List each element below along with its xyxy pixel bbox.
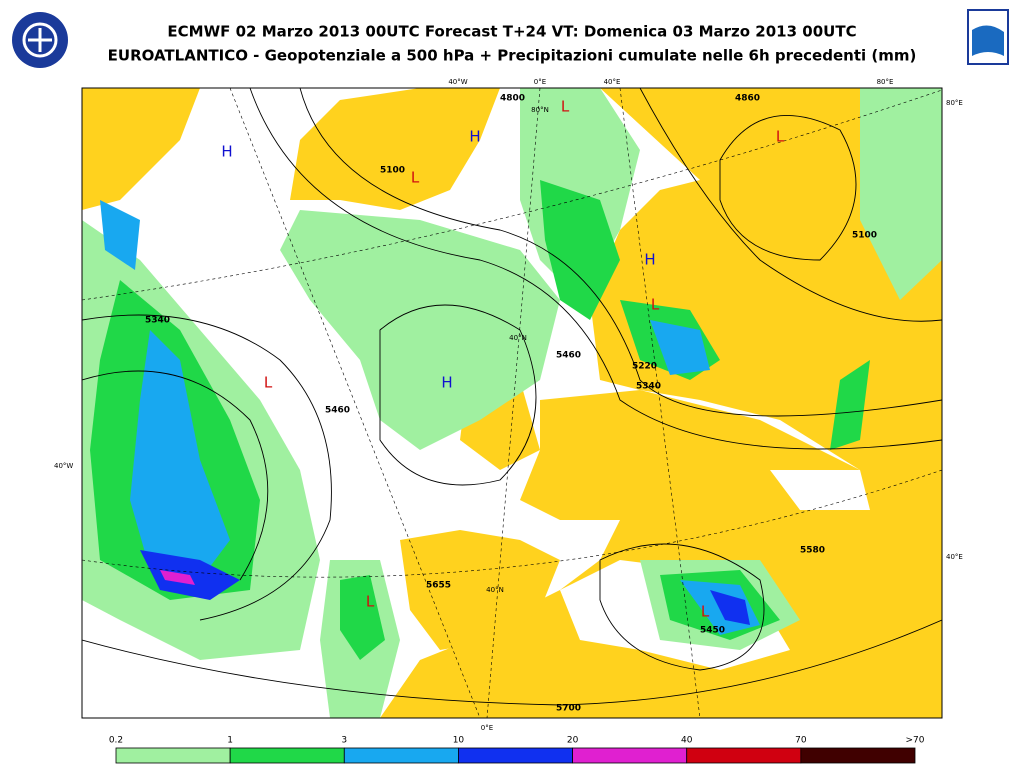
legend-label: 3 [341,736,347,746]
subtitle: EUROATLANTICO - Geopotenziale a 500 hPa … [108,47,917,65]
low: L [264,374,273,392]
low: L [776,128,785,146]
high: H [441,374,452,392]
legend-label: 1 [227,736,233,746]
contour-label: 5450 [700,626,725,636]
contour-label: 5340 [636,382,661,392]
lon-label: 40°E [946,553,963,561]
contour-label: 5340 [145,316,170,326]
legend-label: 70 [795,736,807,746]
contour-label: 5700 [556,704,581,714]
lon-label: 80°E [946,99,963,107]
title: ECMWF 02 Marzo 2013 00UTC Forecast T+24 … [167,23,856,41]
low: L [701,603,710,621]
high: H [469,128,480,146]
high: H [644,251,655,269]
map: 80°N 40°N 40°N 5100 5100 5340 5460 5220 … [82,88,942,718]
contour-label: 5220 [632,362,657,372]
legend-swatch [686,747,802,764]
low: L [411,169,420,187]
lon-label: 0°E [481,724,493,732]
legend: 0.2 1 3 10 20 40 70 >70 [109,736,925,764]
logo-right [967,9,1009,65]
logo-left [12,12,68,68]
contour-label: 4800 [500,94,525,104]
lat-label: 80°N [531,106,549,114]
legend-label: 20 [567,736,579,746]
legend-label: 10 [453,736,465,746]
legend-swatch [572,747,688,764]
high: H [221,143,232,161]
contour-label: 5100 [852,231,877,241]
legend-label: 0.2 [109,736,123,746]
lat-label: 40°N [486,586,504,594]
geo-labels: 80°N 40°N 40°N [486,106,549,594]
contour-label: 5655 [426,581,451,591]
contour-label: 5580 [800,546,825,556]
pressure-systems: H H H H L L L L L L L [221,98,784,621]
low: L [651,296,660,314]
legend-swatch [115,747,231,764]
low: L [561,98,570,116]
contour-label: 5100 [380,166,405,176]
legend-swatch [458,747,573,764]
legend-swatch [343,747,459,764]
contour-label: 5460 [325,406,350,416]
lon-label: 40°W [448,78,467,86]
lat-label: 40°N [509,334,527,342]
legend-label: 40 [681,736,693,746]
lon-label: 0°E [534,78,546,86]
low: L [366,593,375,611]
lon-label: 80°E [877,78,894,86]
contour-labels: 5100 5100 5340 5460 5220 5340 5460 5580 … [145,94,877,714]
legend-swatch [229,747,345,764]
lon-label: 40°W [54,462,73,470]
lon-label: 40°E [604,78,621,86]
legend-swatch [800,747,916,764]
legend-label: >70 [906,736,925,746]
contour-label: 5460 [556,351,581,361]
contour-label: 4860 [735,94,760,104]
